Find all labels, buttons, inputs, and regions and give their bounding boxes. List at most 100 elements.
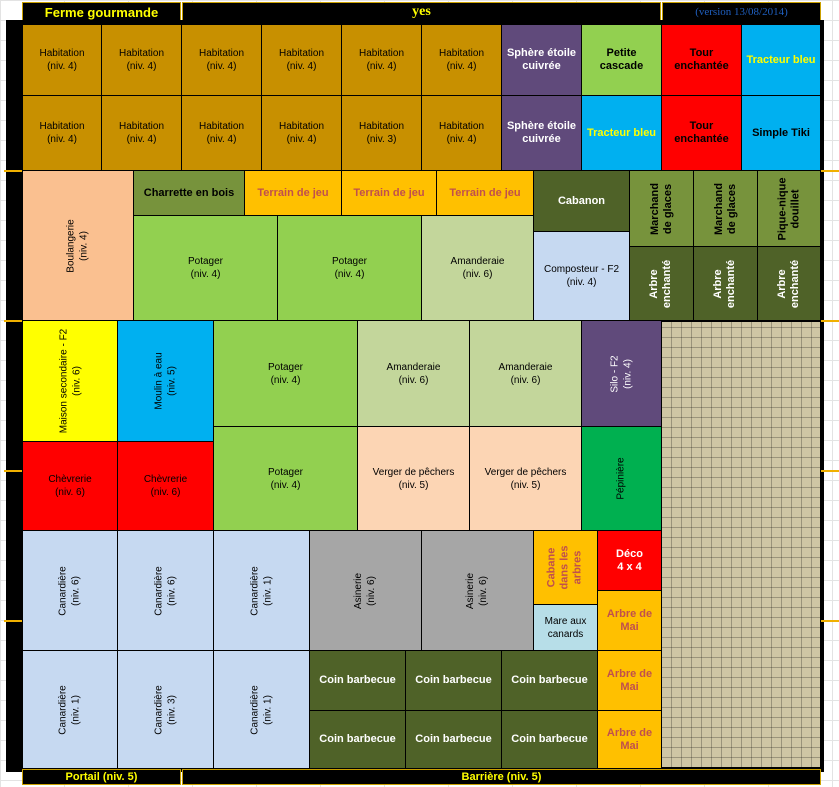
tile-label: Habitation (niv. 4) xyxy=(198,48,245,72)
decoration-tile[interactable]: Sphère étoile cuivrée xyxy=(501,24,582,96)
building-tile[interactable]: Verger de pêchers (niv. 5) xyxy=(469,426,582,531)
decoration-tile[interactable]: Charrette en bois xyxy=(133,170,245,216)
tile-label: Chèvrerie (niv. 6) xyxy=(143,474,188,498)
building-tile[interactable]: Habitation (niv. 4) xyxy=(22,24,102,96)
building-tile[interactable]: Habitation (niv. 4) xyxy=(261,24,342,96)
building-tile[interactable]: Habitation (niv. 4) xyxy=(421,95,502,171)
decoration-tile[interactable]: Coin barbecue xyxy=(309,710,406,769)
tile-label: Coin barbecue xyxy=(319,733,396,745)
decoration-tile[interactable]: Tour enchantée xyxy=(661,95,742,171)
building-tile[interactable]: Habitation (niv. 4) xyxy=(421,24,502,96)
building-tile[interactable]: Canardière (niv. 6) xyxy=(117,530,214,651)
decoration-tile[interactable]: Arbre enchanté xyxy=(757,246,821,321)
section-marker xyxy=(4,170,22,172)
building-tile[interactable]: Canardière (niv. 3) xyxy=(117,650,214,769)
tile-label: Déco 4 x 4 xyxy=(616,547,643,573)
building-tile[interactable]: Habitation (niv. 4) xyxy=(101,24,182,96)
decoration-tile[interactable]: Sphère étoile cuivrée xyxy=(501,95,582,171)
building-tile[interactable]: Habitation (niv. 4) xyxy=(261,95,342,171)
building-tile[interactable]: Canardière (niv. 6) xyxy=(22,530,118,651)
section-marker xyxy=(821,170,839,172)
tile-label: Terrain de jeu xyxy=(257,186,329,199)
version-label: (version 13/08/2014) xyxy=(695,6,788,18)
section-marker xyxy=(821,470,839,472)
building-tile[interactable]: Composteur - F2 (niv. 4) xyxy=(533,231,630,321)
tile-label: Canardière (niv. 1) xyxy=(249,565,274,616)
building-tile[interactable]: Chèvrerie (niv. 6) xyxy=(22,441,118,531)
building-tile[interactable]: Habitation (niv. 4) xyxy=(181,95,262,171)
tile-label: Arbre enchanté xyxy=(775,259,801,308)
section-marker xyxy=(821,320,839,322)
building-tile[interactable]: Habitation (niv. 4) xyxy=(181,24,262,96)
building-tile[interactable]: Canardière (niv. 1) xyxy=(22,650,118,769)
building-tile[interactable]: Asinerie (niv. 6) xyxy=(421,530,534,651)
decoration-tile[interactable]: Cabane dans les arbres xyxy=(533,530,598,605)
tile-label: Pique-nique douillet xyxy=(776,177,802,240)
decoration-tile[interactable]: Pique-nique douillet xyxy=(757,170,821,247)
decoration-tile[interactable]: Arbre de Mai xyxy=(597,590,662,651)
building-tile[interactable]: Asinerie (niv. 6) xyxy=(309,530,422,651)
tile-label: Arbre enchanté xyxy=(648,259,674,308)
tile-label: Potager (niv. 4) xyxy=(267,466,304,491)
decoration-tile[interactable]: Tracteur bleu xyxy=(581,95,662,171)
decoration-tile[interactable]: Coin barbecue xyxy=(405,710,502,769)
tile-label: Mare aux canards xyxy=(544,615,587,640)
building-tile[interactable]: Moulin à eau (niv. 5) xyxy=(117,320,214,442)
tile-label: Canardière (niv. 3) xyxy=(153,684,178,735)
decoration-tile[interactable]: Arbre de Mai xyxy=(597,710,662,769)
decoration-tile[interactable]: Coin barbecue xyxy=(309,650,406,711)
decoration-tile[interactable]: Simple Tiki xyxy=(741,95,821,171)
tile-label: Chèvrerie (niv. 6) xyxy=(48,474,92,498)
empty-land-area xyxy=(661,321,821,768)
building-tile[interactable]: Canardière (niv. 1) xyxy=(213,530,310,651)
building-tile[interactable]: Chèvrerie (niv. 6) xyxy=(117,441,214,531)
tile-label: Verger de pêchers (niv. 5) xyxy=(372,466,455,491)
building-tile[interactable]: Potager (niv. 4) xyxy=(213,320,358,427)
decoration-tile[interactable]: Tracteur bleu xyxy=(741,24,821,96)
decoration-tile[interactable]: Tour enchantée xyxy=(661,24,742,96)
decoration-tile[interactable]: Marchand de glaces xyxy=(693,170,758,247)
decoration-tile[interactable]: Marchand de glaces xyxy=(629,170,694,247)
tile-label: Habitation (niv. 3) xyxy=(358,121,405,145)
tile-label: Charrette en bois xyxy=(143,186,235,199)
tile-label: Tour enchantée xyxy=(674,120,729,145)
tile-label: Simple Tiki xyxy=(752,126,810,139)
building-tile[interactable]: Silo - F2 (niv. 4) xyxy=(581,320,662,427)
decoration-tile[interactable]: Coin barbecue xyxy=(405,650,502,711)
decoration-tile[interactable]: Petite cascade xyxy=(581,24,662,96)
building-tile[interactable]: Pépinière xyxy=(581,426,662,531)
building-tile[interactable]: Habitation (niv. 4) xyxy=(101,95,182,171)
decoration-tile[interactable]: Arbre de Mai xyxy=(597,650,662,711)
decoration-tile[interactable]: Arbre enchanté xyxy=(693,246,758,321)
building-tile[interactable]: Canardière (niv. 1) xyxy=(213,650,310,769)
decoration-tile[interactable]: Coin barbecue xyxy=(501,650,598,711)
building-tile[interactable]: Boulangerie (niv. 4) xyxy=(22,170,134,321)
frame-top xyxy=(6,20,822,24)
building-tile[interactable]: Mare aux canards xyxy=(533,604,598,651)
decoration-tile[interactable]: Coin barbecue xyxy=(501,710,598,769)
decoration-tile[interactable]: Déco 4 x 4 xyxy=(597,530,662,591)
version-header: (version 13/08/2014) xyxy=(662,2,821,22)
decoration-tile[interactable]: Cabanon xyxy=(533,170,630,232)
tile-label: Tracteur bleu xyxy=(586,126,657,139)
tile-label: Coin barbecue xyxy=(511,674,588,686)
building-tile[interactable]: Maison secondaire - F2 (niv. 6) xyxy=(22,320,118,442)
center-header: yes xyxy=(182,2,661,22)
decoration-tile[interactable]: Terrain de jeu xyxy=(436,170,534,216)
decoration-tile[interactable]: Arbre enchanté xyxy=(629,246,694,321)
building-tile[interactable]: Amanderaie (niv. 6) xyxy=(357,320,470,427)
decoration-tile[interactable]: Terrain de jeu xyxy=(341,170,437,216)
tile-label: Terrain de jeu xyxy=(353,186,425,199)
building-tile[interactable]: Potager (niv. 4) xyxy=(133,215,278,321)
building-tile[interactable]: Habitation (niv. 3) xyxy=(341,95,422,171)
tile-label: Habitation (niv. 4) xyxy=(39,121,85,145)
building-tile[interactable]: Amanderaie (niv. 6) xyxy=(421,215,534,321)
building-tile[interactable]: Amanderaie (niv. 6) xyxy=(469,320,582,427)
decoration-tile[interactable]: Terrain de jeu xyxy=(244,170,342,216)
tile-label: Coin barbecue xyxy=(319,674,396,686)
building-tile[interactable]: Potager (niv. 4) xyxy=(277,215,422,321)
building-tile[interactable]: Habitation (niv. 4) xyxy=(341,24,422,96)
building-tile[interactable]: Verger de pêchers (niv. 5) xyxy=(357,426,470,531)
building-tile[interactable]: Potager (niv. 4) xyxy=(213,426,358,531)
building-tile[interactable]: Habitation (niv. 4) xyxy=(22,95,102,171)
